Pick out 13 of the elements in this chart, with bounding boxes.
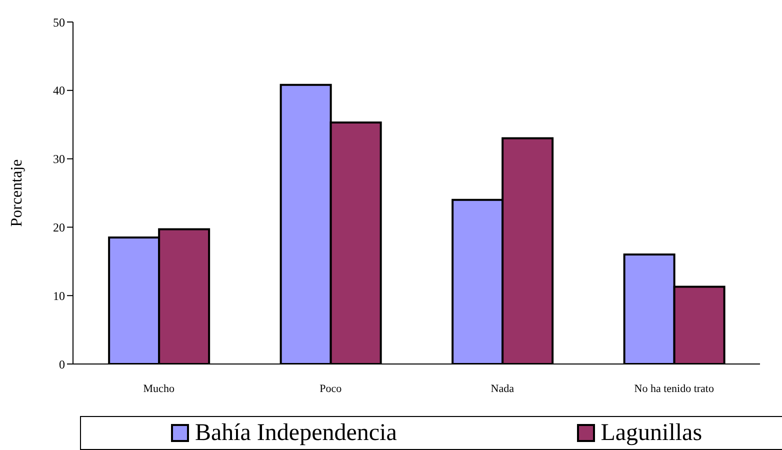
legend-label: Lagunillas [600, 420, 702, 446]
y-tick-label: 30 [53, 152, 65, 166]
legend-label: Bahía Independencia [194, 420, 397, 446]
x-tick-label: Poco [320, 382, 342, 395]
x-tick-label: Nada [490, 382, 514, 395]
y-tick-label: 40 [53, 84, 65, 98]
y-tick-label: 0 [59, 357, 65, 372]
x-tick-label: No ha tenido trato [634, 382, 714, 395]
y-tick-label: 10 [53, 288, 65, 303]
y-tick-label: 20 [53, 220, 65, 234]
y-tick-label: 50 [53, 15, 65, 30]
y-axis-title: Porcentaje [8, 159, 26, 227]
x-tick-label: Mucho [143, 382, 175, 395]
